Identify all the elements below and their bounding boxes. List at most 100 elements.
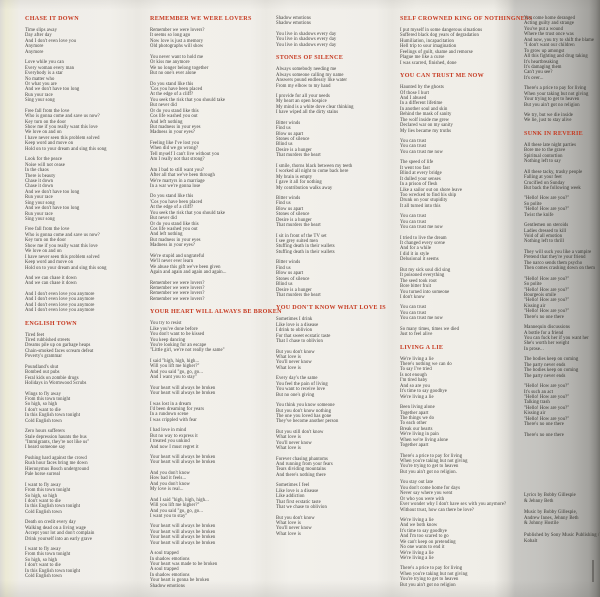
lyric-line: Free fall from the love <box>25 108 70 114</box>
lyric-line: Blow us apart <box>276 206 304 212</box>
lyric-line: You'll never know <box>276 360 312 366</box>
lyric-line: The wolf inside me grew <box>400 117 450 123</box>
lyric-line: I worked all night to come back here <box>276 169 349 175</box>
stanza: Bitter winds Find us Blow us apart Stones o… <box>276 121 388 159</box>
song-title: LIVING A LIE <box>400 344 444 351</box>
lyric-line: Bitter winds <box>276 120 301 126</box>
lyric-line: "Immigrants, they're not like us" <box>25 440 90 445</box>
lyric-line: We no longer belong together <box>150 65 209 71</box>
lyric-line: So polite <box>524 201 542 207</box>
lyric-line: Everybody is a star <box>25 71 63 77</box>
credit-line: Lyrics by Bobby Gillespie <box>524 493 576 498</box>
lyric-line: Your heart will always be broken <box>150 540 216 546</box>
lyric-line: Feral kids on zombie drugs <box>25 375 79 381</box>
lyric-line: Bore me to the grave <box>524 148 566 154</box>
lyric-line: You can trust me now <box>400 316 443 322</box>
lyric-line: It's such an act <box>524 389 554 395</box>
stanza: We're living a lie And we both know It's t… <box>400 518 512 562</box>
lyric-line: You can trust <box>400 214 427 220</box>
lyric-line: Keep word and move on <box>25 260 74 266</box>
lyric-line: Madness in your eyes? <box>150 243 195 249</box>
lyric-line: Desire is a hunger <box>276 287 312 293</box>
lyric-line: You're trying to get to heaven <box>400 577 459 583</box>
lyric-line: Find us <box>276 265 291 271</box>
lyric-line: And I abused <box>400 95 427 101</box>
lyric-line: Bitter winds <box>276 195 301 201</box>
lyric-line: Your heart will always be broken <box>150 385 216 391</box>
lyric-line: To grow up amongst <box>524 48 565 54</box>
lyric-line: In a war we're gonna lose <box>150 183 201 189</box>
stanza: Gentlemen on steroids Ladies dressed to k… <box>524 223 598 245</box>
lyric-line: What love is <box>276 355 301 360</box>
lyric-line: Like love is a disease <box>276 488 319 494</box>
lyric-line: All this fighting and drug taking <box>524 54 588 60</box>
lyric-line: Sing your song <box>25 217 55 222</box>
stanza: Remember we were lovers? Remember we were… <box>150 281 262 303</box>
lyric-line: From my elbow to my hand <box>276 83 331 89</box>
lyric-line: Falling at your feet <box>524 175 562 181</box>
lyric-line: Never say where you went <box>400 491 453 497</box>
lyric-line: We're martyrs in a marriage <box>150 178 205 184</box>
lyric-line: From this town tonight <box>25 396 71 402</box>
lyric-line: It dulled your senses <box>400 176 441 182</box>
stanza: There's no one there <box>524 433 598 438</box>
lyric-line: From this town tonight <box>25 488 71 494</box>
lyric-line: There's a price to pay for living <box>524 86 587 92</box>
lyric-line: That first ecstatic taste <box>276 499 321 505</box>
stanza: The speed of life It went too fast Blind a… <box>400 160 512 209</box>
lyric-line: Keep word and move on <box>25 141 74 147</box>
lyric-line: The party never ends <box>524 362 566 368</box>
lyric-line: And I don't even love you anymore <box>25 308 95 314</box>
lyric-line: I want to fly away <box>25 547 61 552</box>
lyric-line: Sing your song <box>25 98 55 104</box>
stanza: Poundland's shut Bombed out pubs Feral kid… <box>25 365 137 387</box>
credit-line: & Johnny Hostile <box>524 521 559 527</box>
lyric-line: Tired rubbished streets <box>25 338 71 343</box>
song-title: STONES OF SILENCE <box>276 55 344 62</box>
lyric-line: Am I bad to still want you? <box>150 167 204 173</box>
stanza: Free fall from the love Who is gonna come… <box>25 109 137 153</box>
lyric-line: Holidays in Wormwood Scrubs <box>25 381 87 387</box>
lyric-line: "Hello! How are you?" <box>524 384 570 390</box>
lyric-line: There's a price to pay for living <box>400 566 463 572</box>
lyric-line: You live in shadows every day <box>276 42 337 48</box>
lyric-line: In prose... <box>524 346 544 352</box>
lyric-line: I was scarred, finished, done <box>400 60 457 66</box>
lyric-line: Day after day <box>25 33 52 39</box>
lyric-line: Or do you stand like this <box>150 221 199 227</box>
lyric-line: The narco sends them psycho <box>524 260 583 266</box>
lyric-line: Stuffing death in their wallets <box>276 249 335 255</box>
lyric-line: That murders the heart <box>276 292 321 298</box>
lyric-line: It changed every scene <box>400 241 446 246</box>
stanza: But you don't know What love is You'll nev… <box>276 350 388 372</box>
lyric-line: So high, so high <box>25 557 58 563</box>
lyric-line: It poisoned everything <box>400 273 445 279</box>
lyric-line: It's time to say goodbye <box>400 389 447 395</box>
lyric-line: That we chase to oblivion <box>276 505 327 511</box>
lyric-line: Shadow emotions <box>150 583 185 589</box>
lyric-line: And I'm too scared to go <box>400 534 449 540</box>
lyric-line: Drunk on your stupidity <box>400 198 448 204</box>
lyric-line: We're living a lie <box>400 550 434 556</box>
lyric-line: I provide for all your needs <box>276 93 330 99</box>
stanza: I tried to live the dream It changed ever… <box>400 236 512 263</box>
lyric-line: And now, you try to shift the blame <box>524 37 595 43</box>
stanza: Do you stand like this 'Cos you have been… <box>150 82 262 136</box>
lyric-line: Madness in your eyes? <box>150 130 195 136</box>
lyric-line: There's no one there <box>524 432 564 438</box>
lyric-line: A soul trapped <box>150 551 179 557</box>
stanza: Every day's the same You feel the pain of… <box>276 376 388 398</box>
stanza: Mannequin discussions A bottle for a frie… <box>524 325 598 352</box>
song-title: YOUR HEART WILL ALWAYS BE BROKEN <box>150 309 282 316</box>
lyric-line: There's a price to pay for living <box>400 453 463 459</box>
lyric-line: Zero hours sufferers <box>25 429 65 435</box>
lyric-line: Key turn on the door <box>25 238 67 244</box>
song-title: CHASE IT DOWN <box>25 16 79 22</box>
lyric-line: Tired feet <box>25 332 45 338</box>
lyric-line: Just to feel alive <box>400 332 433 338</box>
lyric-line: Suffered black dog years of degradation <box>400 33 479 39</box>
stanza: I want to fly away From this town tonight… <box>25 483 137 516</box>
stanza: Love while you can Every woman every man E… <box>25 60 137 104</box>
credits-block: Lyrics by Bobby Gillespie & Jehnny Beth <box>524 493 598 504</box>
lyric-line: Stones of silence <box>276 137 310 142</box>
